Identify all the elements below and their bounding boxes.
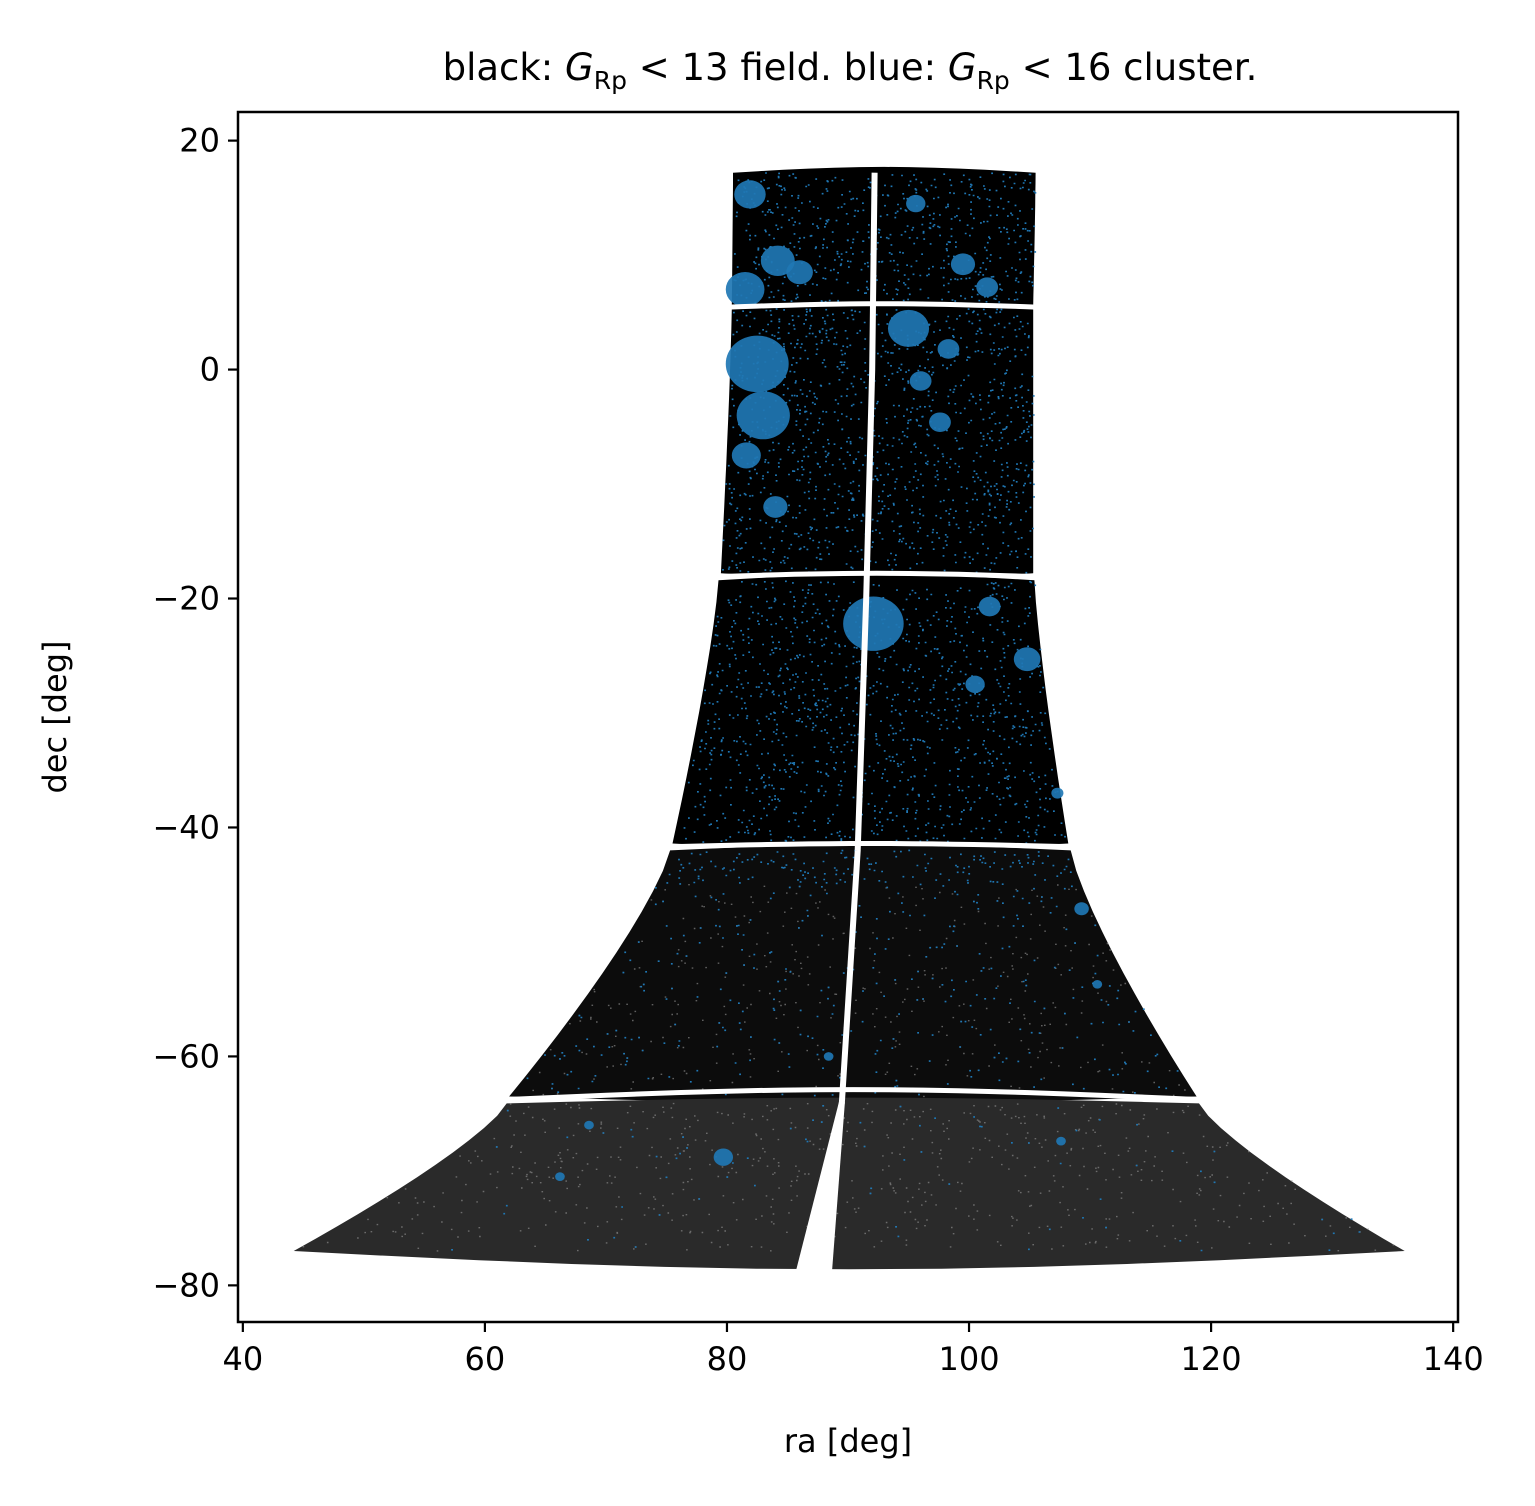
cluster-blob (976, 277, 999, 297)
ccd-row-gap (500, 1087, 1206, 1103)
cluster-blob (731, 442, 761, 469)
footprint-row (293, 1097, 1405, 1270)
x-tick-label: 140 (1423, 1340, 1484, 1378)
x-axis: 40 60 80 100 120 140 (222, 1322, 1484, 1378)
cluster-blob (1051, 787, 1064, 799)
cluster-blob (909, 371, 932, 391)
x-tick-label: 80 (707, 1340, 748, 1378)
cluster-blob (760, 245, 795, 277)
cluster-blob (1013, 647, 1041, 672)
cluster-blob (978, 596, 1001, 617)
cluster-blob (965, 675, 985, 694)
cluster-blob (736, 391, 790, 440)
plot-area (293, 166, 1405, 1271)
cluster-blob (843, 596, 904, 651)
survey-footprint (293, 166, 1405, 1270)
cluster-blob (584, 1120, 594, 1130)
cluster-blob (1074, 902, 1089, 916)
y-tick-label: −60 (152, 1037, 220, 1075)
cluster-blob (823, 1052, 834, 1061)
cluster-stars-series (451, 172, 1361, 1252)
y-axis: 20 0 −20 −40 −60 −80 (152, 122, 238, 1304)
cluster-blob (906, 194, 926, 213)
x-tick-label: 120 (1181, 1340, 1242, 1378)
cluster-blob (1092, 979, 1103, 989)
x-tick-label: 60 (465, 1340, 506, 1378)
ccd-row-gap (725, 301, 1040, 310)
cluster-blob (713, 1148, 734, 1166)
ccd-row-gap (712, 570, 1041, 580)
ccd-row-gap (663, 841, 1077, 850)
cluster-blob (555, 1172, 565, 1181)
axes-frame (236, 110, 1460, 1324)
cluster-blob (786, 260, 813, 285)
ccd-gaps (500, 172, 1206, 1271)
y-tick-label: −80 (152, 1266, 220, 1304)
x-axis-label: ra [deg] (784, 1422, 912, 1460)
ccd-column-gap-wide (796, 1102, 845, 1271)
y-tick-label: −20 (152, 580, 220, 618)
cluster-blob (725, 272, 765, 307)
cluster-blob (887, 309, 930, 347)
y-tick-label: 20 (179, 122, 220, 160)
cluster-blob (950, 253, 976, 276)
cluster-blob (1056, 1136, 1066, 1146)
cluster-blob (734, 180, 766, 209)
cluster-blob (725, 335, 789, 393)
cluster-blob (763, 496, 788, 518)
x-tick-label: 100 (938, 1340, 999, 1378)
footprint-row (672, 574, 1069, 850)
y-tick-label: −40 (152, 808, 220, 846)
x-tick-label: 40 (222, 1340, 263, 1378)
y-axis-label: dec [deg] (36, 640, 74, 793)
cluster-blob (937, 339, 960, 359)
cluster-blob (929, 412, 951, 433)
chart-title: black: GRp < 13 field. blue: GRp < 16 cl… (443, 46, 1258, 95)
y-tick-label: 0 (200, 351, 220, 389)
